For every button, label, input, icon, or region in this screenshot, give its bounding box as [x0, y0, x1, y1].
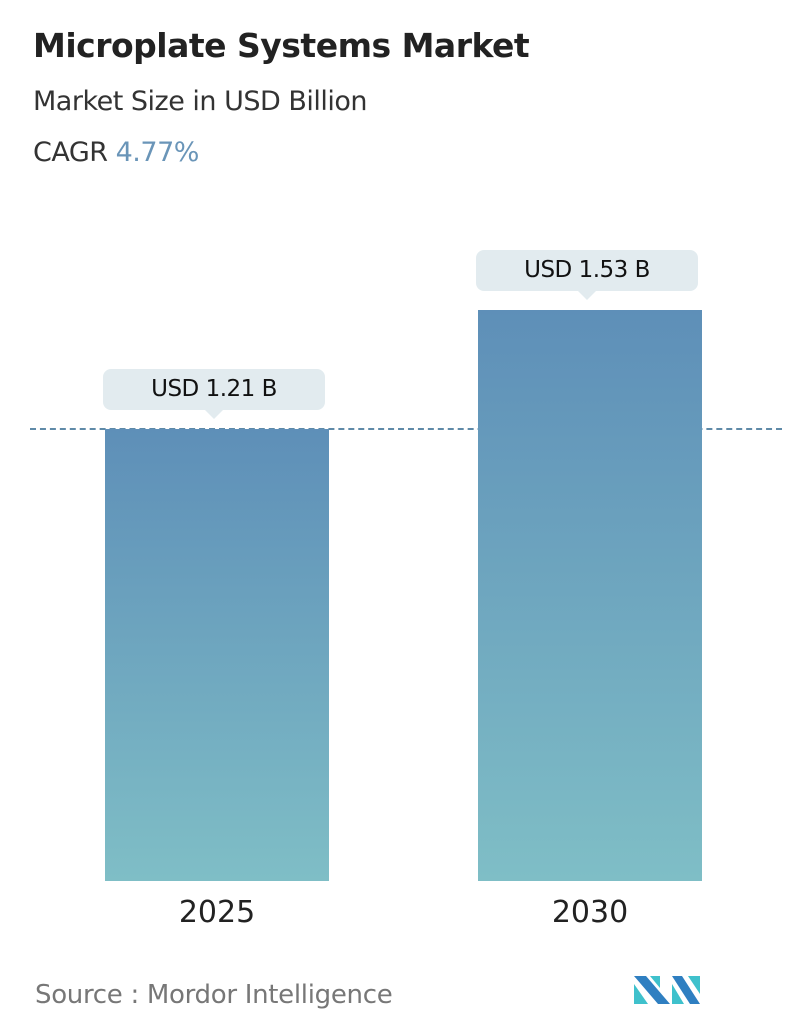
cagr-label: CAGR	[33, 137, 108, 168]
bar-2025	[105, 429, 329, 881]
bar-2030	[478, 310, 702, 881]
data-label-2025: USD 1.21 B	[103, 369, 325, 420]
mordor-logo-icon	[634, 976, 700, 1004]
cagr-value: 4.77%	[115, 137, 200, 168]
data-label-2030: USD 1.53 B	[476, 250, 698, 300]
source-text: Source : Mordor Intelligence	[35, 980, 393, 1010]
chart-subtitle: Market Size in USD Billion	[33, 86, 368, 117]
chart-title: Microplate Systems Market	[33, 26, 530, 65]
x-tick-2025: 2025	[178, 895, 256, 930]
x-tick-2030: 2030	[551, 895, 629, 930]
reference-line	[30, 428, 782, 431]
cagr: CAGR 4.77%	[33, 137, 199, 168]
